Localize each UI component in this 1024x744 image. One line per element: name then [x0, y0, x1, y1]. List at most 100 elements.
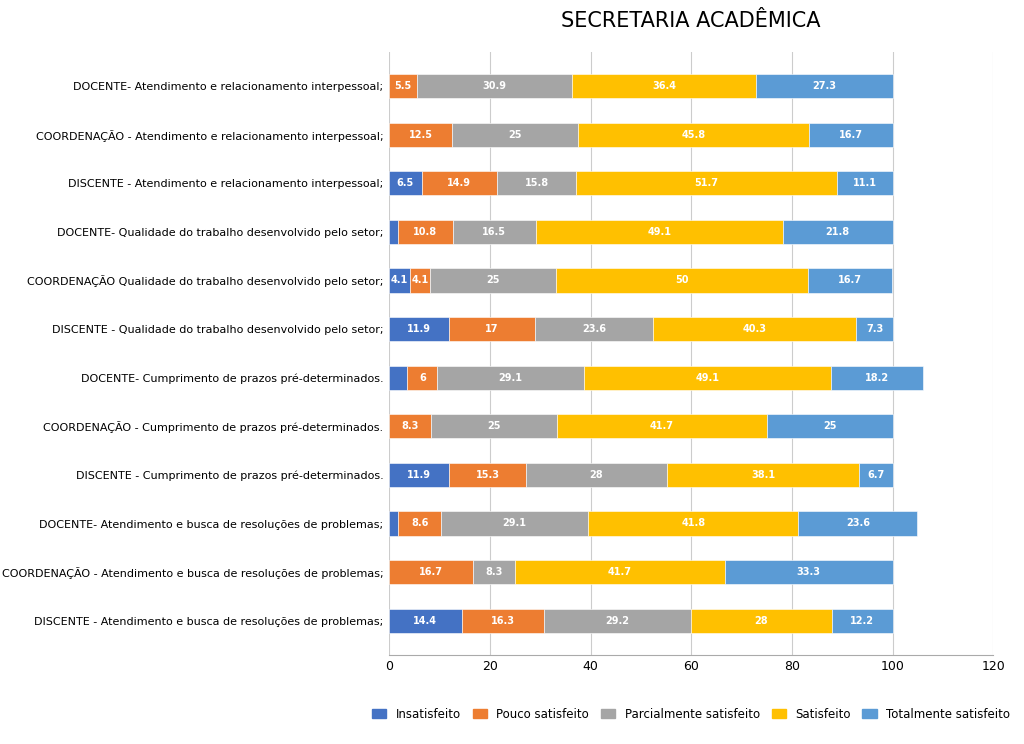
Bar [653, 317, 856, 341]
Text: 4.1: 4.1 [391, 275, 409, 286]
Text: 14.4: 14.4 [414, 616, 437, 626]
Bar [767, 414, 893, 438]
Text: 28: 28 [755, 616, 768, 626]
Bar [584, 365, 831, 390]
Bar [782, 219, 893, 244]
Bar [691, 609, 831, 633]
Text: 45.8: 45.8 [681, 129, 706, 140]
Text: 41.8: 41.8 [681, 519, 706, 528]
Text: 29.1: 29.1 [499, 373, 522, 382]
Bar [588, 511, 799, 536]
Text: 4.1: 4.1 [412, 275, 429, 286]
Bar [557, 414, 767, 438]
Bar [389, 463, 450, 487]
Bar [430, 269, 556, 292]
Bar [431, 414, 557, 438]
Bar [831, 365, 923, 390]
Text: 5.5: 5.5 [394, 81, 412, 91]
Bar [578, 123, 809, 147]
Text: 25: 25 [486, 275, 500, 286]
Bar [577, 171, 837, 196]
Bar [497, 171, 577, 196]
Text: 51.7: 51.7 [694, 179, 719, 188]
Bar [450, 463, 526, 487]
Bar [389, 365, 408, 390]
Text: 6.7: 6.7 [867, 470, 885, 480]
Text: 10.8: 10.8 [414, 227, 437, 237]
Text: 6.5: 6.5 [397, 179, 414, 188]
Text: 33.3: 33.3 [797, 567, 821, 577]
Bar [756, 74, 893, 98]
Text: 8.3: 8.3 [401, 421, 419, 432]
Bar [389, 171, 422, 196]
Bar [389, 123, 452, 147]
Bar [831, 609, 893, 633]
Bar [572, 74, 756, 98]
Bar [856, 317, 893, 341]
Title: SECRETARIA ACADÊMICA: SECRETARIA ACADÊMICA [561, 11, 821, 31]
Legend: Insatisfeito, Pouco satisfeito, Parcialmente satisfeito, Satisfeito, Totalmente : Insatisfeito, Pouco satisfeito, Parcialm… [368, 703, 1015, 725]
Text: 18.2: 18.2 [865, 373, 889, 382]
Text: 28: 28 [590, 470, 603, 480]
Bar [837, 171, 893, 196]
Bar [389, 511, 398, 536]
Bar [799, 511, 918, 536]
Bar [808, 269, 892, 292]
Text: 11.1: 11.1 [853, 179, 877, 188]
Bar [441, 511, 588, 536]
Bar [437, 365, 584, 390]
Text: 15.8: 15.8 [524, 179, 549, 188]
Bar [389, 219, 398, 244]
Bar [389, 560, 473, 584]
Text: 17: 17 [485, 324, 499, 334]
Text: 8.3: 8.3 [485, 567, 503, 577]
Text: 50: 50 [676, 275, 689, 286]
Bar [535, 317, 653, 341]
Text: 14.9: 14.9 [447, 179, 471, 188]
Text: 11.9: 11.9 [408, 470, 431, 480]
Text: 41.7: 41.7 [608, 567, 632, 577]
Bar [408, 365, 437, 390]
Text: 21.8: 21.8 [825, 227, 850, 237]
Text: 12.5: 12.5 [409, 129, 432, 140]
Bar [410, 269, 430, 292]
Text: 38.1: 38.1 [751, 470, 775, 480]
Text: 7.3: 7.3 [866, 324, 884, 334]
Bar [556, 269, 808, 292]
Bar [450, 317, 535, 341]
Text: 11.9: 11.9 [408, 324, 431, 334]
Bar [453, 219, 536, 244]
Bar [452, 123, 578, 147]
Text: 16.7: 16.7 [838, 275, 862, 286]
Bar [809, 123, 893, 147]
Text: 15.3: 15.3 [475, 470, 500, 480]
Bar [536, 219, 782, 244]
Bar [389, 74, 417, 98]
Bar [544, 609, 691, 633]
Bar [515, 560, 725, 584]
Text: 27.3: 27.3 [812, 81, 837, 91]
Bar [417, 74, 572, 98]
Text: 8.6: 8.6 [412, 519, 428, 528]
Text: 12.2: 12.2 [850, 616, 874, 626]
Text: 49.1: 49.1 [647, 227, 671, 237]
Bar [859, 463, 893, 487]
Text: 16.5: 16.5 [482, 227, 506, 237]
Text: 36.4: 36.4 [652, 81, 676, 91]
Text: 23.6: 23.6 [846, 519, 869, 528]
Bar [389, 609, 462, 633]
Text: 41.7: 41.7 [650, 421, 674, 432]
Bar [462, 609, 544, 633]
Text: 49.1: 49.1 [695, 373, 720, 382]
Bar [526, 463, 667, 487]
Bar [725, 560, 893, 584]
Text: 30.9: 30.9 [482, 81, 507, 91]
Text: 40.3: 40.3 [742, 324, 767, 334]
Text: 6: 6 [419, 373, 426, 382]
Text: 16.7: 16.7 [839, 129, 862, 140]
Text: 25: 25 [508, 129, 522, 140]
Bar [667, 463, 859, 487]
Bar [422, 171, 497, 196]
Text: 23.6: 23.6 [582, 324, 606, 334]
Bar [398, 219, 453, 244]
